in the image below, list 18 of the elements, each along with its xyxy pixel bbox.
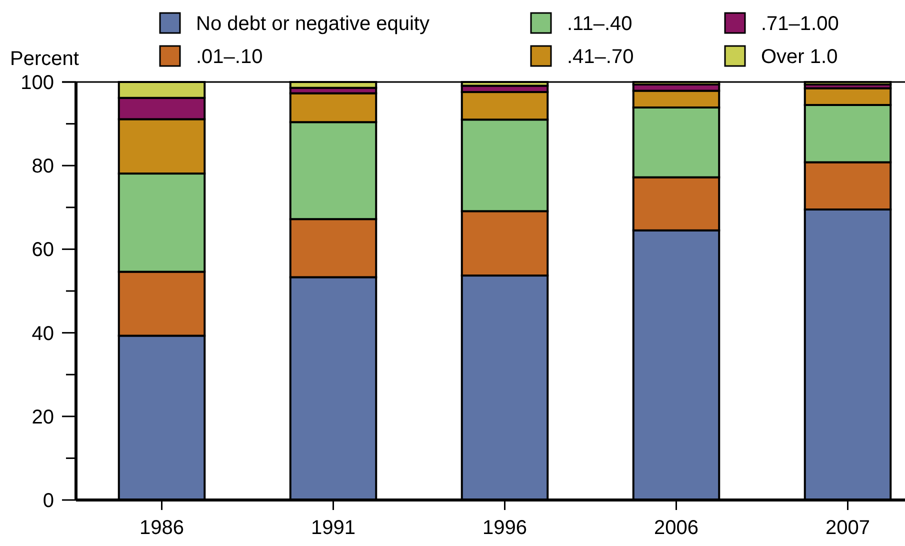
legend-label: .41–.70 [567,46,634,68]
legend-label: No debt or negative equity [196,13,430,35]
x-tick-label: 2007 [826,517,870,539]
y-tick-label: 40 [32,322,54,345]
y-axis-title: Percent [10,48,80,70]
x-tick-label: 1996 [482,517,527,539]
y-tick-label: 80 [32,156,54,178]
legend-label: Over 1.0 [761,46,838,68]
x-tick-label: 2006 [654,517,698,539]
legend-label: .01–.10 [196,46,263,68]
y-tick-label: 100 [20,72,54,94]
y-tick-label: 20 [32,406,54,428]
legend-label: .71–1.00 [761,13,839,35]
x-tick-label: 1986 [140,517,184,539]
y-tick-label: 60 [32,239,54,262]
legend-label: .11–.40 [567,13,632,35]
y-tick-label: 0 [42,490,54,512]
x-tick-label: 1991 [311,517,356,539]
